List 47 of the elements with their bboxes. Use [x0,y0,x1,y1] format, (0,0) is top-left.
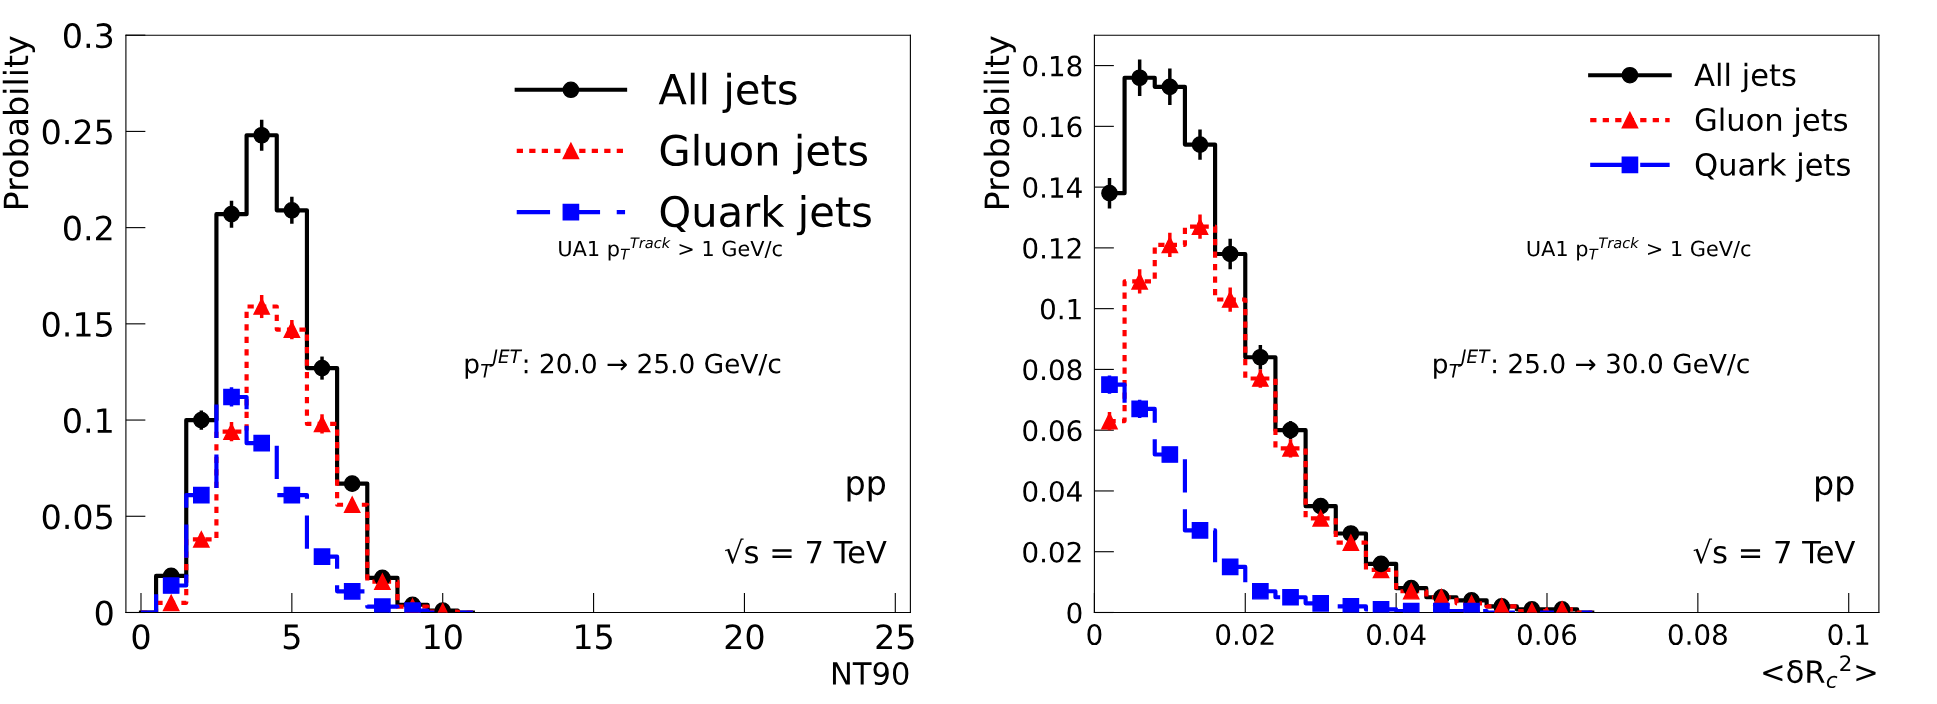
x-tick-label: 20 [725,624,764,650]
annotation: p$_{T}$$^{JET}$: 20.0 → 25.0 GeV/c [465,349,781,379]
y-tick-label: 0.02 [1023,541,1081,563]
x-axis-title: NT90 [832,661,909,686]
x-tick-label: 0.04 [1367,624,1426,646]
y-tick-label: 0.06 [1023,420,1082,442]
annotation: UA1 p$_{T}$$^{Track}$ > 1 GeV/c [1527,237,1751,261]
y-tick-label: 0 [1067,602,1082,624]
annotation: √s = 7 TeV [1693,538,1856,564]
y-tick-label: 0.18 [1023,55,1082,77]
annotation: √s = 7 TeV [725,538,887,564]
legend-label: Quark jets [660,195,871,236]
y-tick-label: 0.3 [63,23,113,49]
x-tick-label: 0.02 [1216,624,1274,646]
x-tick-label: 0 [132,624,150,650]
y-tick-label: 0.12 [1023,237,1081,259]
x-tick-label: 5 [283,624,300,650]
legend-label: Quark jets [1695,152,1850,182]
y-tick-label: 0.2 [63,215,112,241]
y-tick-label: 0.1 [63,407,112,434]
x-tick-label: 0.06 [1517,624,1577,646]
x-tick-label: 10 [425,624,462,650]
annotation: UA1 p$_{T}$$^{Track}$ > 1 GeV/c [559,237,782,261]
annotation: p$_{T}$$^{JET}$: 25.0 → 30.0 GeV/c [1434,349,1749,379]
y-tick-label: 0.1 [1040,298,1081,320]
y-axis-title: Probability [2,36,36,209]
legend-label: Gluon jets [1695,107,1848,138]
x-tick-label: 25 [876,624,914,650]
y-tick-label: 0 [95,600,113,626]
y-tick-label: 0.05 [42,504,112,530]
x-tick-label: 0.08 [1668,624,1727,646]
legend-label: All jets [1694,62,1796,93]
y-tick-label: 0.15 [42,311,112,337]
y-tick-label: 0.14 [1023,177,1082,199]
legend-label: Gluon jets [660,133,868,175]
y-tick-label: 0.16 [1023,116,1082,138]
legend-label: All jets [658,72,797,114]
y-tick-label: 0.04 [1023,480,1082,502]
y-tick-label: 0.08 [1023,359,1082,381]
x-tick-label: 0.1 [1828,624,1869,646]
y-axis-title: Probability [983,36,1016,209]
annotation: pp [847,476,886,502]
x-tick-label: 0 [1087,624,1102,646]
x-tick-label: 15 [576,624,612,650]
annotation: pp [1816,476,1854,502]
y-tick-label: 0.25 [42,119,112,145]
x-axis-title: <δR$_{c}$$^{2}$> [1763,655,1876,689]
